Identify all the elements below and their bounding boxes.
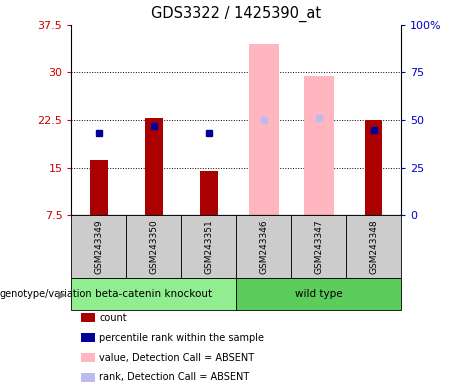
- Bar: [248, 44, 279, 215]
- Text: count: count: [99, 313, 127, 323]
- Text: beta-catenin knockout: beta-catenin knockout: [95, 289, 213, 299]
- Bar: [303, 76, 334, 215]
- Bar: [145, 118, 163, 215]
- Text: rank, Detection Call = ABSENT: rank, Detection Call = ABSENT: [99, 372, 249, 382]
- Text: wild type: wild type: [295, 289, 343, 299]
- Bar: [365, 120, 382, 215]
- Text: GSM243351: GSM243351: [204, 219, 213, 274]
- Text: GSM243349: GSM243349: [95, 219, 103, 274]
- Text: GSM243347: GSM243347: [314, 219, 323, 274]
- Bar: [90, 160, 108, 215]
- Text: GSM243348: GSM243348: [369, 219, 378, 274]
- Title: GDS3322 / 1425390_at: GDS3322 / 1425390_at: [151, 6, 321, 22]
- Text: value, Detection Call = ABSENT: value, Detection Call = ABSENT: [99, 353, 254, 362]
- Text: genotype/variation: genotype/variation: [0, 289, 93, 299]
- Bar: [200, 170, 218, 215]
- Text: ▶: ▶: [59, 289, 67, 299]
- Text: GSM243346: GSM243346: [259, 219, 268, 274]
- Text: GSM243350: GSM243350: [149, 219, 159, 274]
- Text: percentile rank within the sample: percentile rank within the sample: [99, 333, 264, 343]
